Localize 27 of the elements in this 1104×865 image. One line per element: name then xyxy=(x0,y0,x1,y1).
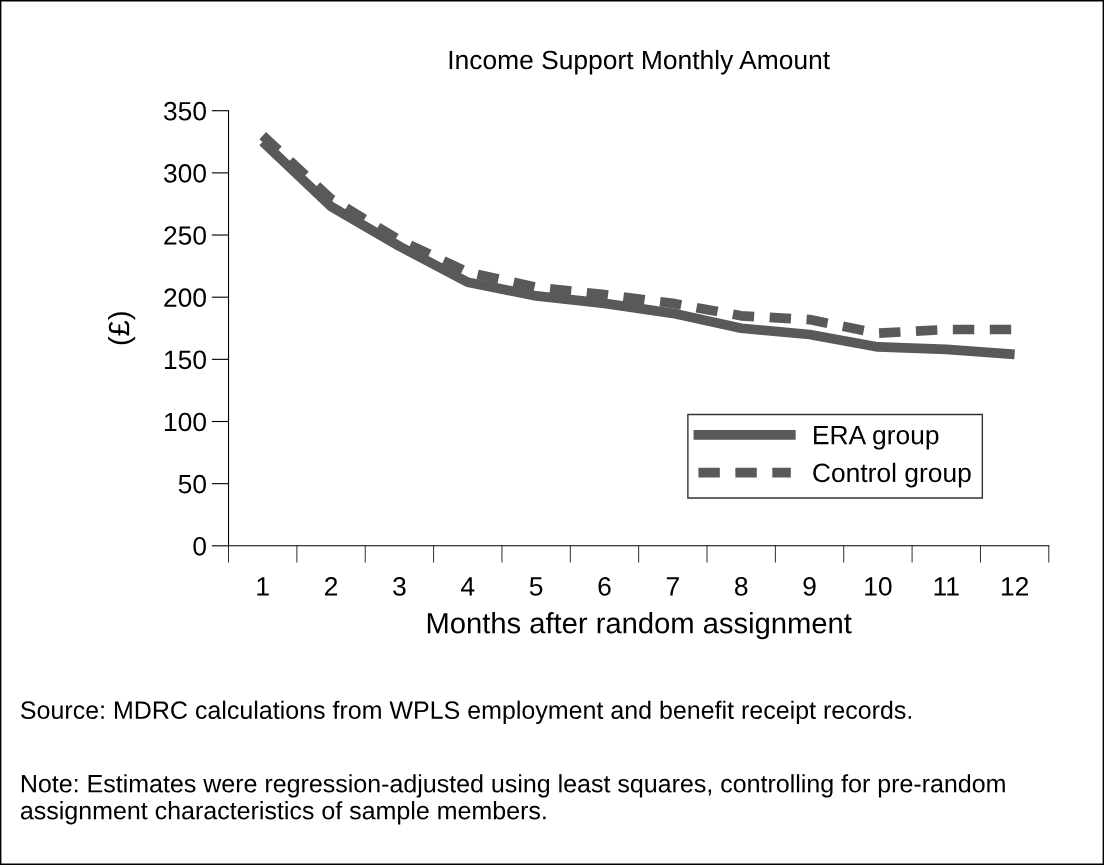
x-tick-label: 11 xyxy=(934,577,959,596)
y-tick-label: 0 xyxy=(193,536,206,556)
x-axis-title: Months after random assignment xyxy=(427,612,852,640)
x-tick-label: 5 xyxy=(529,577,543,596)
y-tick-label: 200 xyxy=(164,288,206,308)
y-tick-label: 250 xyxy=(164,226,206,245)
x-tick-label: 8 xyxy=(735,577,748,596)
source-note: Source: MDRC calculations from WPLS employment and benefit receipt records. xyxy=(21,700,912,724)
y-tick-label: 300 xyxy=(163,164,206,183)
x-tick-label: 3 xyxy=(393,577,406,596)
y-tick-label: 50 xyxy=(178,474,206,494)
x-tick-label: 2 xyxy=(325,577,338,596)
x-tick-label: 7 xyxy=(666,577,679,596)
y-tick-label: 100 xyxy=(164,412,206,432)
y-axis-title: (£) xyxy=(108,312,136,345)
y-tick-label: 150 xyxy=(164,350,206,370)
x-tick-label: 9 xyxy=(803,577,816,596)
x-tick-label: 10 xyxy=(865,577,892,596)
x-tick-label: 6 xyxy=(598,577,611,596)
chart-title: Income Support Monthly Amount xyxy=(449,49,830,75)
x-tick-label: 4 xyxy=(461,577,475,596)
y-tick-label: 350 xyxy=(163,101,206,121)
x-tick-label: 1 xyxy=(257,577,269,596)
x-tick-label: 12 xyxy=(1001,577,1028,596)
legend-label: Control group xyxy=(813,462,971,488)
legend-label: ERA group xyxy=(814,425,939,450)
text: Note: Estimates were regression-adjusted using least squares, controlling for pre-random assignment characteristics of sample members. xyxy=(20,774,1005,825)
